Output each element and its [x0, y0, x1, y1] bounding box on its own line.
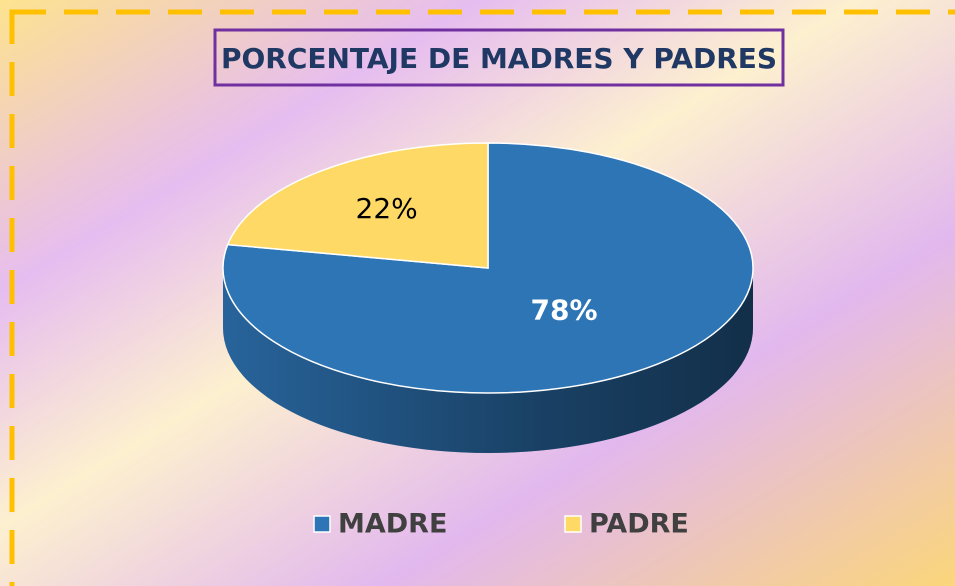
title-box: [213, 28, 785, 87]
legend-swatch: [564, 515, 582, 533]
data-label: 78%: [530, 293, 597, 326]
legend: MADRE PADRE: [313, 509, 689, 540]
frame-border: [9, 9, 955, 586]
slice-side-shade: [223, 268, 753, 453]
pie: 78% 22%: [222, 142, 754, 453]
legend-swatch: [313, 515, 331, 533]
chart-title: PORCENTAJE DE MADRES Y PADRES: [221, 42, 777, 75]
legend-label: PADRE: [589, 509, 689, 540]
slice: [226, 142, 489, 269]
legend-label: MADRE: [338, 509, 447, 540]
data-label: 22%: [356, 192, 418, 225]
